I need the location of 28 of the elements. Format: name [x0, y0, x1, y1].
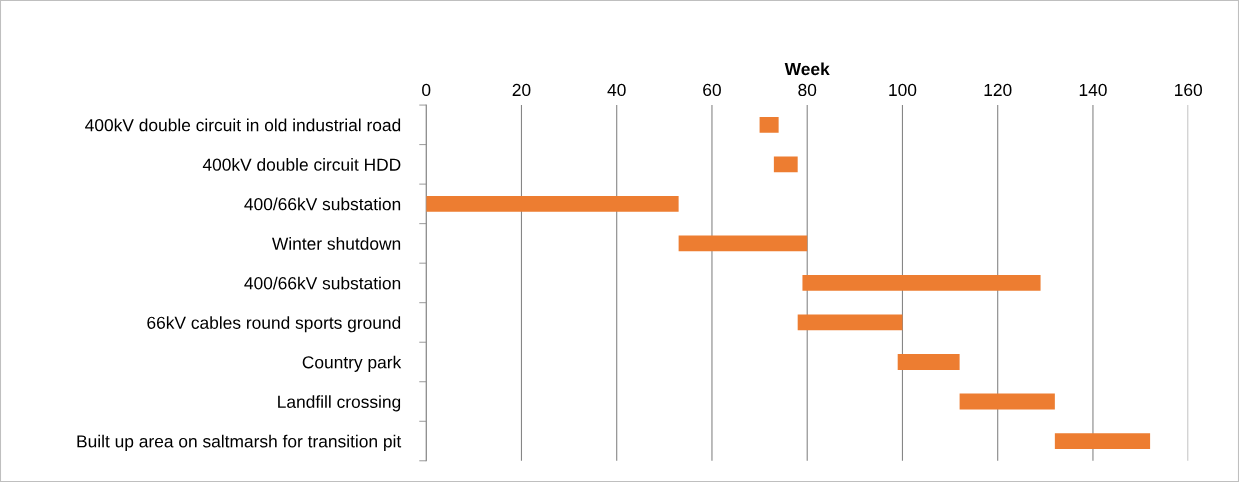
bar	[897, 354, 960, 370]
y-tick-label: 400kV double circuit HDD	[202, 158, 401, 171]
x-tick-label: 40	[607, 83, 626, 97]
y-tick-label: Built up area on saltmarsh for transition pit	[77, 434, 402, 451]
bar	[759, 116, 779, 133]
x-tick-label: 60	[703, 83, 721, 97]
x-axis-title: Week	[784, 62, 830, 76]
y-tick-label: Country park	[302, 355, 402, 372]
bar	[773, 156, 798, 173]
x-tick-label: 160	[1175, 83, 1203, 97]
bar	[797, 314, 903, 331]
bar	[802, 275, 1041, 291]
bar	[426, 195, 679, 212]
bar	[959, 393, 1055, 410]
y-tick-label: 400/66kV substation	[244, 276, 401, 290]
y-tick-label: Landfill crossing	[278, 395, 401, 412]
x-tick-label: 20	[512, 83, 531, 97]
x-tick-label: 120	[984, 83, 1012, 97]
x-tick-label: 140	[1079, 83, 1107, 97]
x-tick-label: 80	[798, 83, 817, 97]
y-tick-label: 66kV cables round sports ground	[147, 316, 401, 333]
y-tick-label: 400kV double circuit in old industrial road	[85, 118, 401, 132]
x-tick-label: 0	[422, 83, 431, 97]
bar	[678, 235, 808, 252]
x-tick-label: 100	[889, 83, 917, 97]
y-tick-label: 400/66kV substation	[244, 197, 401, 211]
y-tick-label: Winter shutdown	[272, 237, 401, 250]
bar	[1054, 433, 1151, 449]
